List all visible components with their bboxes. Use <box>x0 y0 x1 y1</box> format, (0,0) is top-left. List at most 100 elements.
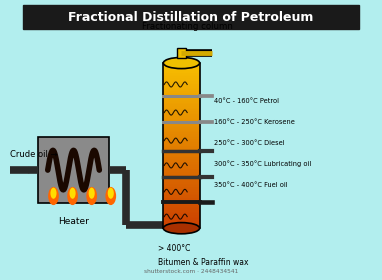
Bar <box>163 175 200 177</box>
Ellipse shape <box>86 187 97 205</box>
Bar <box>163 181 200 184</box>
Bar <box>163 176 200 179</box>
Bar <box>163 155 200 157</box>
Bar <box>163 87 200 89</box>
Text: Fractional Distillation of Petroleum: Fractional Distillation of Petroleum <box>68 11 314 24</box>
Bar <box>163 201 200 204</box>
Bar <box>163 193 200 195</box>
Bar <box>163 198 200 200</box>
Ellipse shape <box>89 188 95 199</box>
Text: 300°C - 350°C Lubricating oil: 300°C - 350°C Lubricating oil <box>214 160 311 167</box>
Bar <box>163 119 200 121</box>
Bar <box>177 48 186 58</box>
Bar <box>163 77 200 80</box>
Bar <box>163 168 200 170</box>
Bar <box>163 137 200 139</box>
Bar <box>163 178 200 180</box>
Bar <box>163 62 200 65</box>
Bar <box>163 67 200 70</box>
Bar <box>163 63 200 228</box>
Bar <box>163 104 200 106</box>
Ellipse shape <box>108 188 114 199</box>
Bar <box>163 224 200 227</box>
Bar <box>163 148 200 151</box>
Text: Bitumen & Paraffin wax: Bitumen & Paraffin wax <box>157 258 248 267</box>
Bar <box>163 95 200 98</box>
Bar <box>163 183 200 185</box>
Bar <box>163 97 200 99</box>
Bar <box>163 138 200 141</box>
Bar <box>163 213 200 215</box>
Bar <box>163 82 200 85</box>
Ellipse shape <box>48 187 59 205</box>
Bar <box>163 107 200 109</box>
Bar <box>163 216 200 218</box>
Bar <box>163 84 200 86</box>
Bar <box>163 99 200 101</box>
Bar <box>163 114 200 116</box>
Bar <box>163 190 200 192</box>
Bar <box>163 185 200 187</box>
FancyBboxPatch shape <box>23 5 359 29</box>
Bar <box>163 214 200 217</box>
Bar <box>163 81 200 83</box>
Bar <box>163 167 200 169</box>
Bar <box>163 220 200 221</box>
Bar <box>163 162 200 164</box>
Bar <box>163 163 200 165</box>
Text: 250°C - 300°C Diesel: 250°C - 300°C Diesel <box>214 140 284 146</box>
Bar <box>163 191 200 193</box>
Bar <box>163 218 200 220</box>
Bar <box>163 221 200 223</box>
Bar <box>163 72 200 74</box>
Ellipse shape <box>163 223 200 234</box>
Bar <box>163 145 200 147</box>
Bar <box>163 101 200 103</box>
Bar <box>163 153 200 155</box>
Bar <box>163 79 200 81</box>
Text: 40°C - 160°C Petrol: 40°C - 160°C Petrol <box>214 98 279 104</box>
Bar <box>163 110 200 113</box>
Bar <box>163 158 200 160</box>
Bar <box>163 195 200 197</box>
Bar <box>163 157 200 159</box>
Bar <box>163 135 200 137</box>
Bar <box>163 203 200 205</box>
Bar <box>163 69 200 71</box>
Text: > 400°C: > 400°C <box>157 244 190 253</box>
Ellipse shape <box>105 187 116 205</box>
Bar <box>163 180 200 182</box>
Text: Fractionating column: Fractionating column <box>142 22 233 31</box>
Text: Crude oil →: Crude oil → <box>10 150 57 159</box>
Bar <box>163 208 200 210</box>
Bar <box>163 173 200 175</box>
Bar <box>163 117 200 119</box>
Text: Heater: Heater <box>58 217 89 226</box>
Bar <box>163 71 200 73</box>
Bar <box>163 112 200 114</box>
Bar <box>163 64 200 66</box>
Bar <box>163 196 200 199</box>
Bar <box>163 115 200 118</box>
Bar <box>163 86 200 88</box>
Bar <box>163 150 200 152</box>
Text: 160°C - 250°C Kerosene: 160°C - 250°C Kerosene <box>214 119 295 125</box>
Bar <box>163 206 200 208</box>
Bar <box>163 92 200 94</box>
Bar <box>163 209 200 212</box>
Bar <box>163 186 200 188</box>
Bar <box>163 123 200 126</box>
Bar <box>163 188 200 190</box>
Text: shutterstock.com · 2448434541: shutterstock.com · 2448434541 <box>144 269 238 274</box>
Bar <box>163 204 200 207</box>
Ellipse shape <box>50 188 57 199</box>
Bar <box>163 171 200 174</box>
Bar <box>163 165 200 167</box>
Ellipse shape <box>67 187 78 205</box>
Bar <box>163 226 200 228</box>
Bar <box>163 90 200 93</box>
Text: 350°C - 400°C Fuel oil: 350°C - 400°C Fuel oil <box>214 182 287 188</box>
Bar <box>163 142 200 144</box>
Ellipse shape <box>163 57 200 69</box>
Bar <box>163 94 200 96</box>
